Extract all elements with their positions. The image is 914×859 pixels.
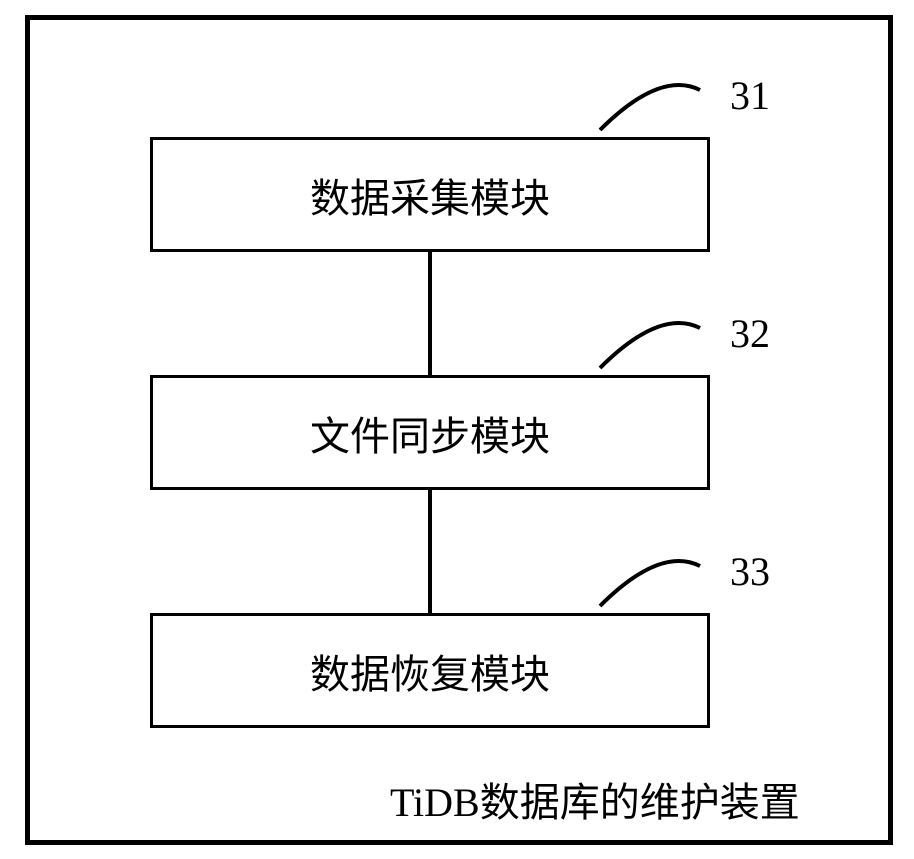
diagram-caption: TiDB数据库的维护装置 [390,770,800,828]
module-number-3: 33 [730,548,770,595]
callout-curve-3 [0,0,914,859]
